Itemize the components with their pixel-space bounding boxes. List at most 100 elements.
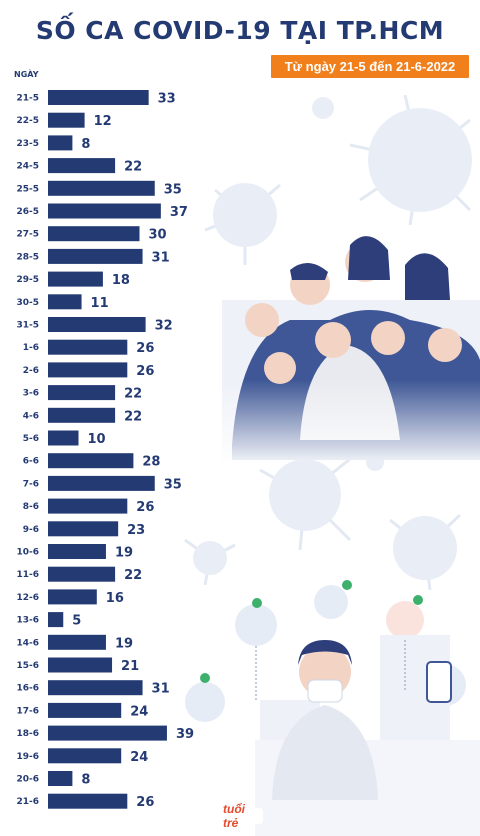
bar <box>48 634 106 650</box>
value-label: 35 <box>164 477 182 492</box>
category-label: 25-5 <box>16 184 39 194</box>
category-label: 2-6 <box>23 366 39 376</box>
category-label: 3-6 <box>23 389 39 399</box>
value-label: 23 <box>127 523 145 538</box>
value-label: 31 <box>152 682 170 697</box>
bar <box>48 680 143 696</box>
category-label: 16-6 <box>16 684 39 694</box>
category-label: 30-5 <box>16 298 39 308</box>
value-label: 12 <box>94 114 112 129</box>
category-label: 21-6 <box>16 797 39 807</box>
bar <box>48 589 97 605</box>
category-label: 31-5 <box>16 321 39 331</box>
category-label: 12-6 <box>16 593 39 603</box>
category-label: 11-6 <box>16 570 39 580</box>
bar <box>48 612 64 628</box>
bar <box>48 566 116 582</box>
bar <box>48 339 128 355</box>
bar <box>48 498 128 514</box>
category-label: 13-6 <box>16 616 39 626</box>
value-label: 22 <box>124 409 142 424</box>
value-label: 22 <box>124 387 142 402</box>
category-label: 26-5 <box>16 207 39 217</box>
category-label: 10-6 <box>16 548 39 558</box>
bar <box>48 702 122 718</box>
category-label: 5-6 <box>23 434 39 444</box>
bar <box>48 748 122 764</box>
value-label: 8 <box>81 137 90 152</box>
category-label: 17-6 <box>16 706 39 716</box>
bar <box>48 657 113 673</box>
axis-label-date: NGÀY <box>14 70 39 79</box>
value-label: 24 <box>130 704 148 719</box>
category-label: 23-5 <box>16 139 39 149</box>
category-label: 21-5 <box>16 94 39 104</box>
bar <box>48 180 155 196</box>
bar <box>48 453 134 469</box>
bar <box>48 362 128 378</box>
bar <box>48 317 146 332</box>
bar <box>48 771 73 786</box>
value-label: 32 <box>155 319 173 334</box>
category-label: 28-5 <box>16 252 39 262</box>
page-title: SỐ CA COVID-19 TẠI TP.HCM <box>35 16 445 45</box>
category-label: 15-6 <box>16 661 39 671</box>
category-label: 7-6 <box>23 479 39 489</box>
value-label: 10 <box>88 432 106 447</box>
value-label: 31 <box>152 250 170 265</box>
value-label: 11 <box>91 296 109 311</box>
category-label: 9-6 <box>23 525 39 535</box>
bar <box>48 385 116 401</box>
value-label: 22 <box>124 160 142 175</box>
category-label: 22-5 <box>16 116 39 126</box>
category-label: 24-5 <box>16 162 39 172</box>
value-label: 19 <box>115 546 133 561</box>
bar <box>48 271 103 287</box>
bar <box>48 135 73 151</box>
category-label: 20-6 <box>16 775 39 785</box>
value-label: 26 <box>136 500 154 515</box>
value-label: 16 <box>106 591 124 606</box>
value-label: 18 <box>112 273 130 288</box>
category-label: 1-6 <box>23 343 39 353</box>
bar <box>48 725 167 741</box>
bar <box>48 521 119 537</box>
value-label: 39 <box>176 727 194 742</box>
bar <box>48 248 143 264</box>
value-label: 5 <box>72 614 81 629</box>
category-label: 4-6 <box>23 411 39 421</box>
value-label: 28 <box>142 455 160 470</box>
category-label: 27-5 <box>16 230 39 240</box>
value-label: 30 <box>149 228 167 243</box>
value-label: 37 <box>170 205 188 220</box>
date-range-badge: Từ ngày 21-5 đến 21-6-2022 <box>271 55 469 78</box>
value-label: 33 <box>158 92 176 107</box>
category-label: 6-6 <box>23 457 39 467</box>
bar <box>48 793 128 809</box>
value-label: 22 <box>124 568 142 583</box>
bar <box>48 430 79 446</box>
category-label: 29-5 <box>16 275 39 285</box>
value-label: 19 <box>115 636 133 651</box>
bar <box>48 294 82 310</box>
value-label: 21 <box>121 659 139 674</box>
bar <box>48 112 85 128</box>
bar <box>48 226 140 242</box>
bar <box>48 90 149 105</box>
tuoitre-logo: tuổi trẻ <box>223 802 263 830</box>
value-label: 26 <box>136 364 154 379</box>
category-label: 14-6 <box>16 638 39 648</box>
category-label: 19-6 <box>16 752 39 762</box>
value-label: 26 <box>136 341 154 356</box>
value-label: 26 <box>136 795 154 810</box>
bar <box>48 407 116 423</box>
bar <box>48 158 116 174</box>
category-label: 8-6 <box>23 502 39 512</box>
bar <box>48 475 155 491</box>
bar <box>48 203 161 219</box>
value-label: 8 <box>81 773 90 788</box>
value-label: 35 <box>164 182 182 197</box>
bar <box>48 544 106 559</box>
